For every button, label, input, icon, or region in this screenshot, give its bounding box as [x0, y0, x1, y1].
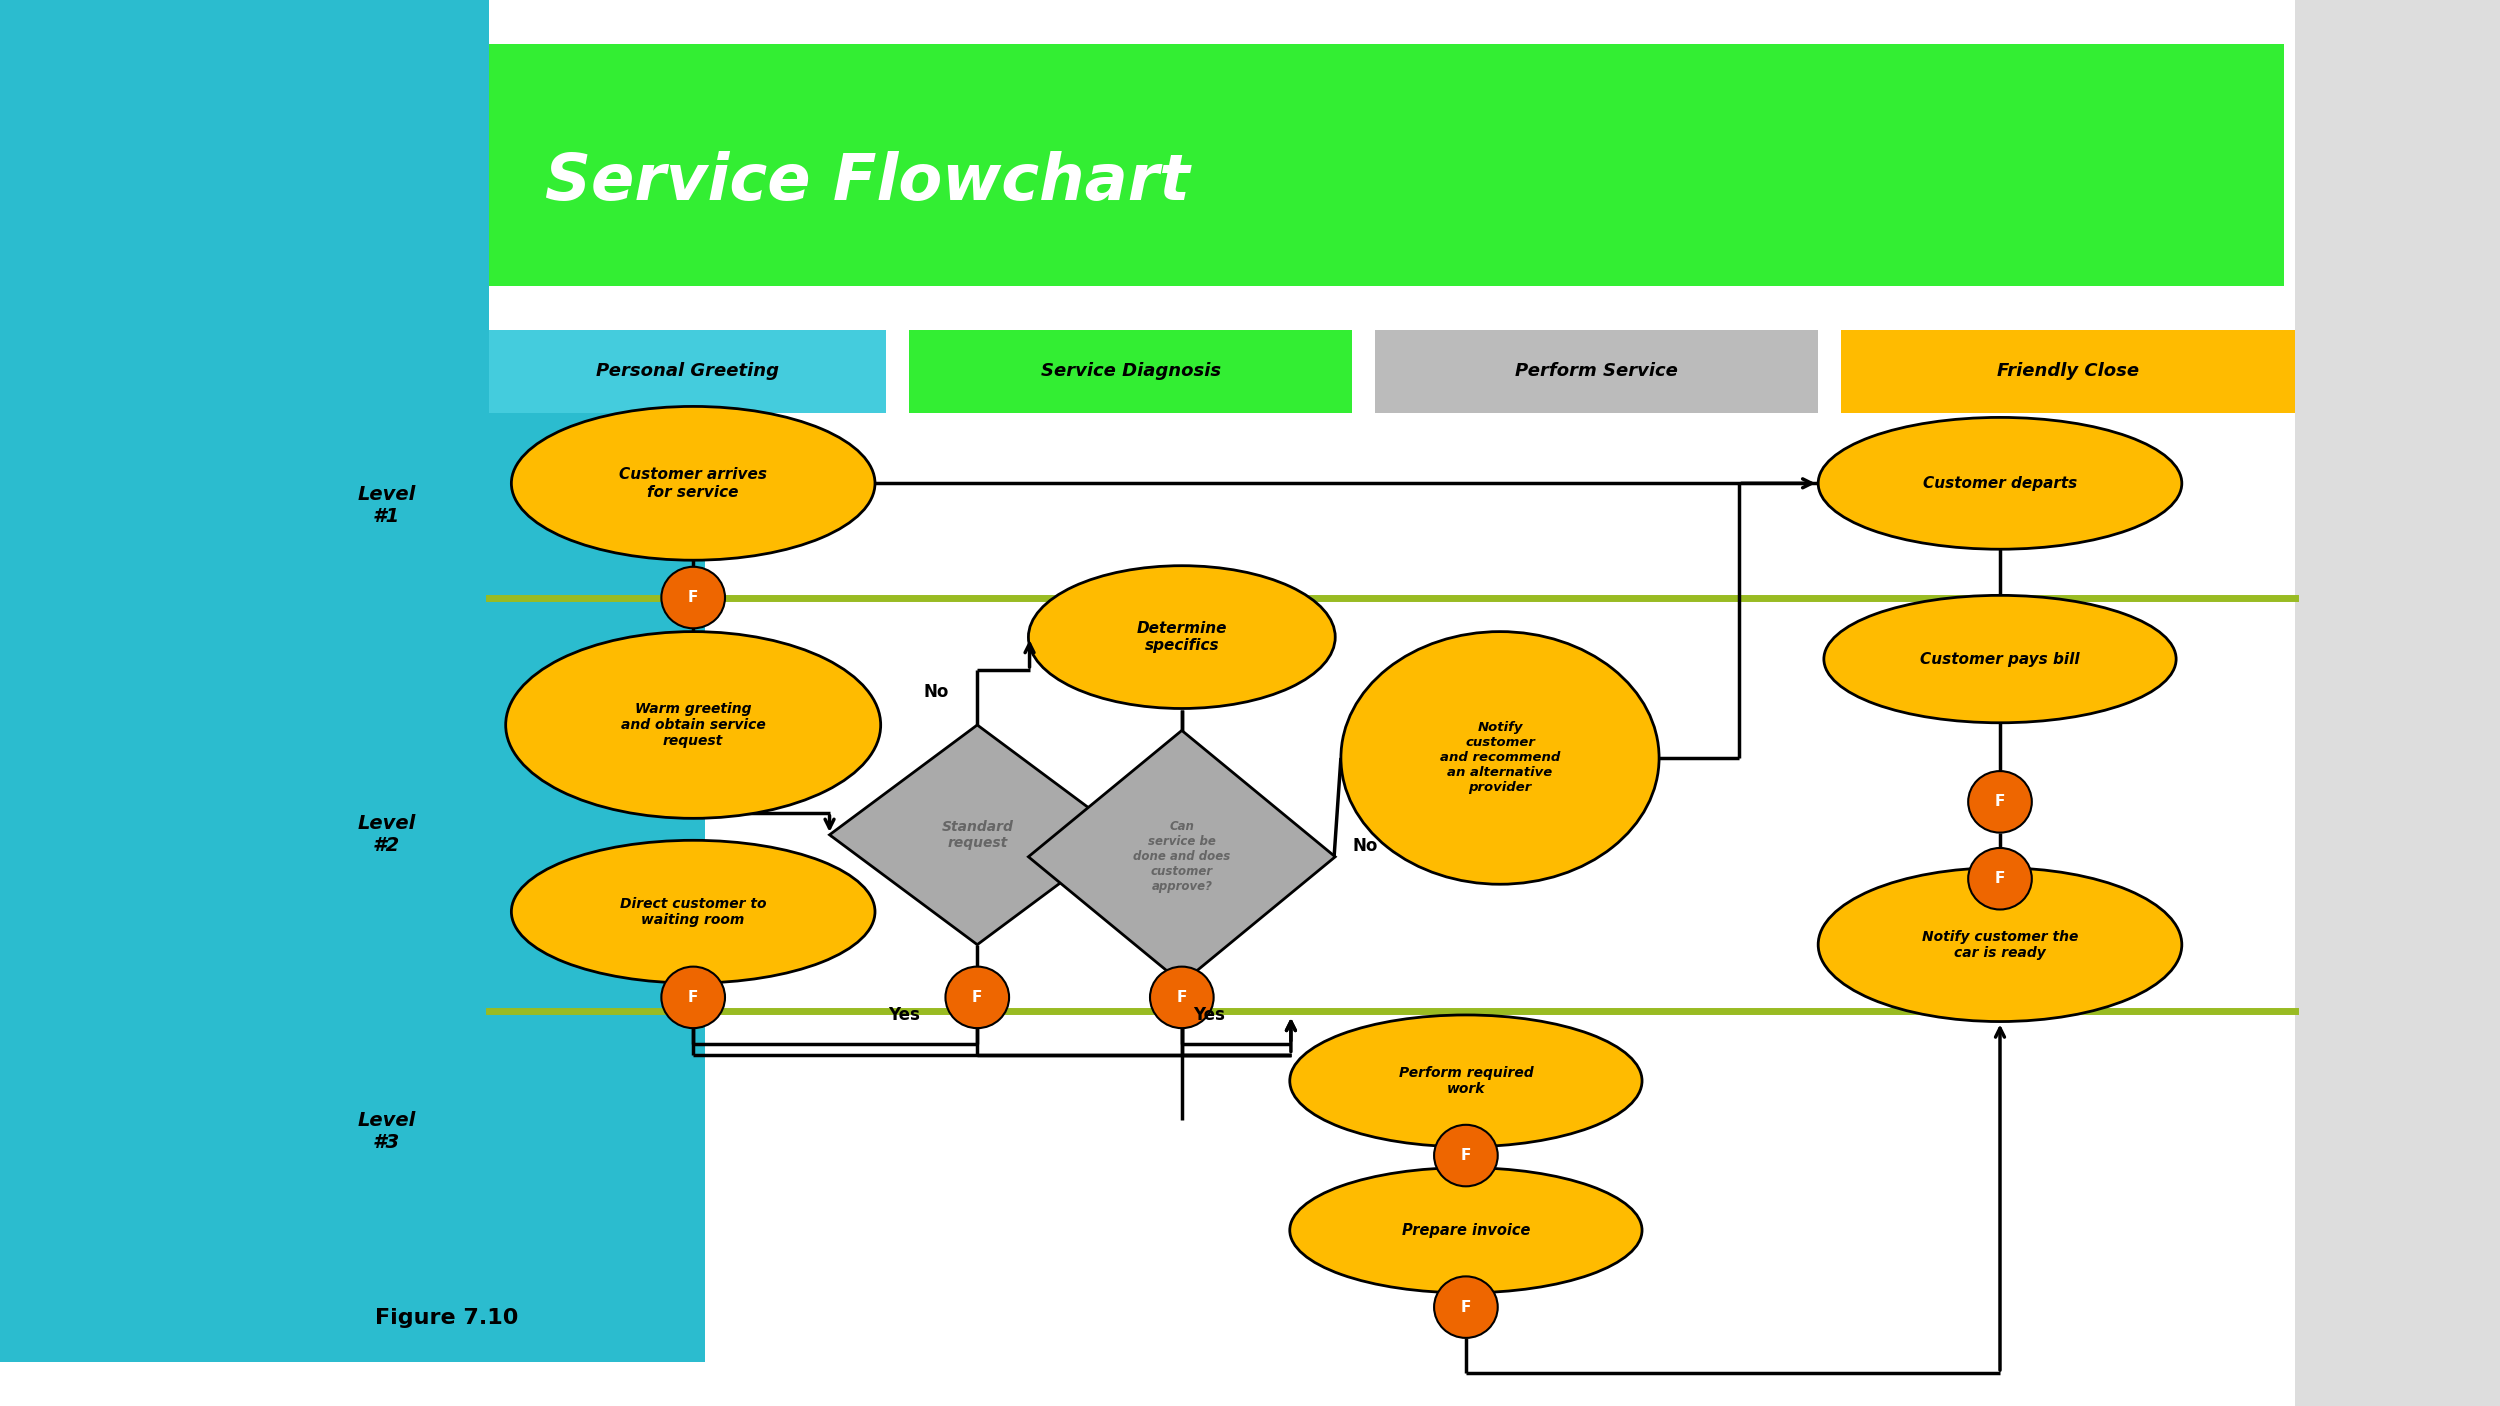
Text: Personal Greeting: Personal Greeting	[595, 363, 780, 380]
Ellipse shape	[1340, 631, 1660, 884]
Text: Can
service be
done and does
customer
approve?: Can service be done and does customer ap…	[1132, 820, 1230, 893]
Polygon shape	[0, 0, 705, 1362]
Ellipse shape	[1825, 595, 2175, 723]
Bar	[2295, 0, 2500, 1406]
Circle shape	[662, 567, 725, 628]
Text: Figure 7.10: Figure 7.10	[375, 1308, 518, 1329]
Text: F: F	[1460, 1149, 1470, 1163]
Text: Yes: Yes	[1192, 1005, 1225, 1024]
Bar	[488, 44, 2285, 285]
Text: Customer arrives
for service: Customer arrives for service	[620, 467, 768, 499]
Ellipse shape	[1028, 565, 1335, 709]
Text: F: F	[1460, 1299, 1470, 1315]
Text: Customer departs: Customer departs	[1922, 475, 2078, 491]
Ellipse shape	[1818, 868, 2182, 1022]
Text: Friendly Close: Friendly Close	[1998, 363, 2140, 380]
Text: Service Diagnosis: Service Diagnosis	[1040, 363, 1220, 380]
Polygon shape	[1028, 731, 1335, 983]
Bar	[488, 329, 888, 413]
Text: F: F	[688, 591, 698, 605]
Circle shape	[1435, 1125, 1498, 1187]
Text: Yes: Yes	[888, 1005, 920, 1024]
Text: Service Flowchart: Service Flowchart	[545, 152, 1190, 214]
Bar	[1375, 329, 1817, 413]
Text: Perform required
work: Perform required work	[1398, 1066, 1532, 1095]
Text: F: F	[1995, 794, 2005, 810]
Polygon shape	[488, 329, 888, 406]
Text: Warm greeting
and obtain service
request: Warm greeting and obtain service request	[620, 702, 765, 748]
Circle shape	[662, 966, 725, 1028]
Ellipse shape	[1290, 1167, 1642, 1294]
Text: No: No	[1352, 837, 1378, 855]
Ellipse shape	[512, 841, 875, 983]
Text: Standard
request: Standard request	[942, 820, 1012, 849]
Text: F: F	[1178, 990, 1188, 1005]
Text: Level
#1: Level #1	[357, 485, 415, 526]
Ellipse shape	[505, 631, 880, 818]
Text: F: F	[1995, 872, 2005, 886]
Text: Customer pays bill: Customer pays bill	[1920, 651, 2080, 666]
Text: Prepare invoice: Prepare invoice	[1403, 1223, 1530, 1237]
Ellipse shape	[1818, 418, 2182, 550]
Text: Perform Service: Perform Service	[1515, 363, 1678, 380]
Text: No: No	[922, 683, 950, 702]
Circle shape	[1150, 966, 1212, 1028]
Text: Direct customer to
waiting room: Direct customer to waiting room	[620, 897, 768, 927]
Text: Determine
specifics: Determine specifics	[1138, 621, 1228, 654]
Ellipse shape	[512, 406, 875, 560]
Polygon shape	[830, 725, 1125, 945]
Ellipse shape	[1290, 1015, 1642, 1147]
Bar	[1840, 329, 2295, 413]
Bar	[910, 329, 1352, 413]
Text: F: F	[972, 990, 982, 1005]
Text: Notify customer the
car is ready: Notify customer the car is ready	[1922, 929, 2078, 960]
Text: Level
#2: Level #2	[357, 814, 415, 855]
Circle shape	[1435, 1277, 1498, 1339]
Text: Notify
customer
and recommend
an alternative
provider: Notify customer and recommend an alterna…	[1440, 721, 1560, 794]
Circle shape	[1968, 848, 2032, 910]
Circle shape	[1968, 770, 2032, 832]
Polygon shape	[488, 0, 2295, 406]
Text: Level
#3: Level #3	[357, 1111, 415, 1152]
Text: F: F	[688, 990, 698, 1005]
Circle shape	[945, 966, 1010, 1028]
